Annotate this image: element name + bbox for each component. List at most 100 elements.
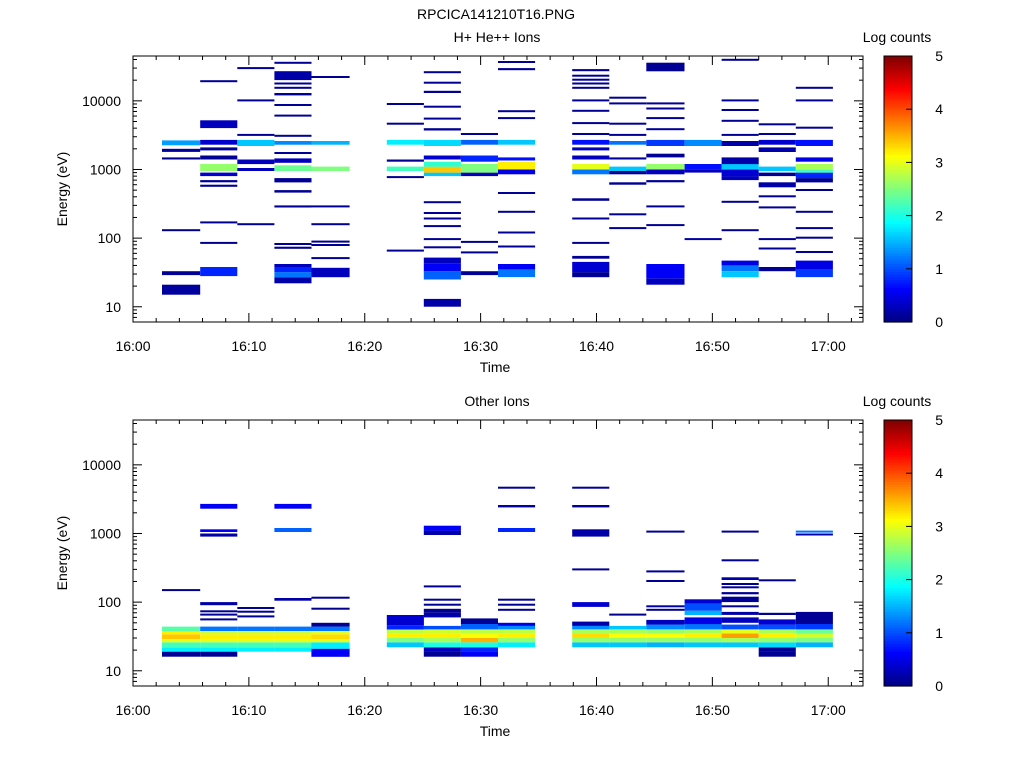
heatmap-cell [795,633,833,638]
heatmap-cell [200,139,238,145]
heatmap-cell [274,631,312,635]
heatmap-cell [721,141,759,146]
colorbar-step [884,425,912,429]
colorbar-step [884,515,912,520]
plot-frame [132,419,864,687]
heatmap-cell [758,247,796,250]
colorbar-step [884,547,912,551]
heatmap-cell [721,624,759,630]
colorbar-step [884,234,912,238]
colorbar-step [884,93,912,97]
heatmap-cell [758,647,796,652]
heatmap-cell [758,195,796,198]
heatmap-cell [386,249,424,252]
heatmap-cell [200,651,238,657]
colorbar-step [884,507,912,512]
panel-title: H+ He++ Ions [454,29,541,45]
heatmap-cell [721,109,759,111]
colorbar-step [884,250,912,254]
heatmap-cell [162,651,201,657]
colorbar-step [884,130,912,134]
colorbar-step [884,518,912,522]
heatmap-cell [795,86,833,89]
heatmap-cell [386,103,424,105]
colorbar-step [884,276,912,281]
panel-2: Other Ions 16:00 16:10 16:20 16:30 16:40 16:50… [54,393,943,739]
heatmap-cell [162,647,201,652]
heatmap-cell [795,227,833,230]
colorbar-step [884,675,912,679]
colorbar-step [884,672,912,676]
heatmap-cell [609,227,647,230]
colorbar-step [884,79,912,84]
heatmap-cell [684,603,722,611]
colorbar-step [884,101,912,105]
heatmap-cell [684,638,722,643]
x-tick-label: 16:20 [347,338,382,354]
heatmap-cell [498,245,536,248]
colorbar-frame [883,55,913,323]
x-tick-label: 16:30 [463,702,498,718]
colorbar-step [884,683,912,687]
colorbar-step [884,103,912,108]
heatmap-cell [386,166,424,171]
heatmap-cell [572,122,610,125]
heatmap-cell [386,139,424,145]
heatmap-cell [795,172,833,178]
heatmap-cell [386,122,424,125]
colorbar-step [884,566,912,570]
colorbar-step [884,632,912,637]
heatmap-cell [386,642,424,648]
colorbar-tick-label: 4 [935,465,943,481]
x-tick-label: 16:00 [115,702,150,718]
colorbar-step [884,141,912,145]
colorbar-step [884,226,912,230]
colorbar-step [884,71,912,76]
colorbar-step [884,189,912,193]
colorbar-tick-label: 2 [935,208,943,224]
heatmap-cell [609,182,647,185]
heatmap-cell [162,631,201,635]
heatmap-cell [646,153,685,158]
heatmap-cell [423,155,461,160]
panel-title: Other Ions [464,393,529,409]
colorbar-step [884,303,912,307]
heatmap-cells [162,486,833,657]
heatmap-cell [721,583,759,585]
heatmap-cell [572,505,610,508]
heatmap-cell [684,629,722,634]
colorbar-step [884,646,912,650]
colorbar-step [884,247,912,251]
colorbar-step [884,170,912,174]
heatmap-cell [274,178,312,183]
heatmap-cell [646,164,685,170]
colorbar-step [884,608,912,613]
heatmap-cell [572,241,610,244]
colorbar-step [884,162,912,166]
heatmap-cell [237,634,275,639]
heatmap-cell [423,238,461,241]
heatmap-cell [498,505,536,508]
colorbar-step [884,523,912,527]
heatmap-cell [423,629,461,634]
colorbar-step [884,239,912,243]
heatmap-cell [609,613,647,616]
heatmap-cell [795,126,833,129]
colorbar-step [884,478,912,482]
heatmap-cell [311,205,350,208]
heatmap-cell [162,148,201,152]
heatmap-cell [721,559,759,562]
heatmap-cell [572,529,610,537]
colorbar-tick-label: 5 [935,412,943,428]
heatmap-cell [460,155,498,162]
heatmap-cell [200,631,238,635]
heatmap-cell [795,533,833,536]
colorbar-step [884,311,912,315]
heatmap-cell [721,176,759,181]
heatmap-cell [498,61,536,63]
heatmap-cell [758,166,796,171]
heatmap-cell [646,62,685,72]
heatmap-cell [423,608,461,613]
y-axis-label: Energy (eV) [54,516,70,591]
